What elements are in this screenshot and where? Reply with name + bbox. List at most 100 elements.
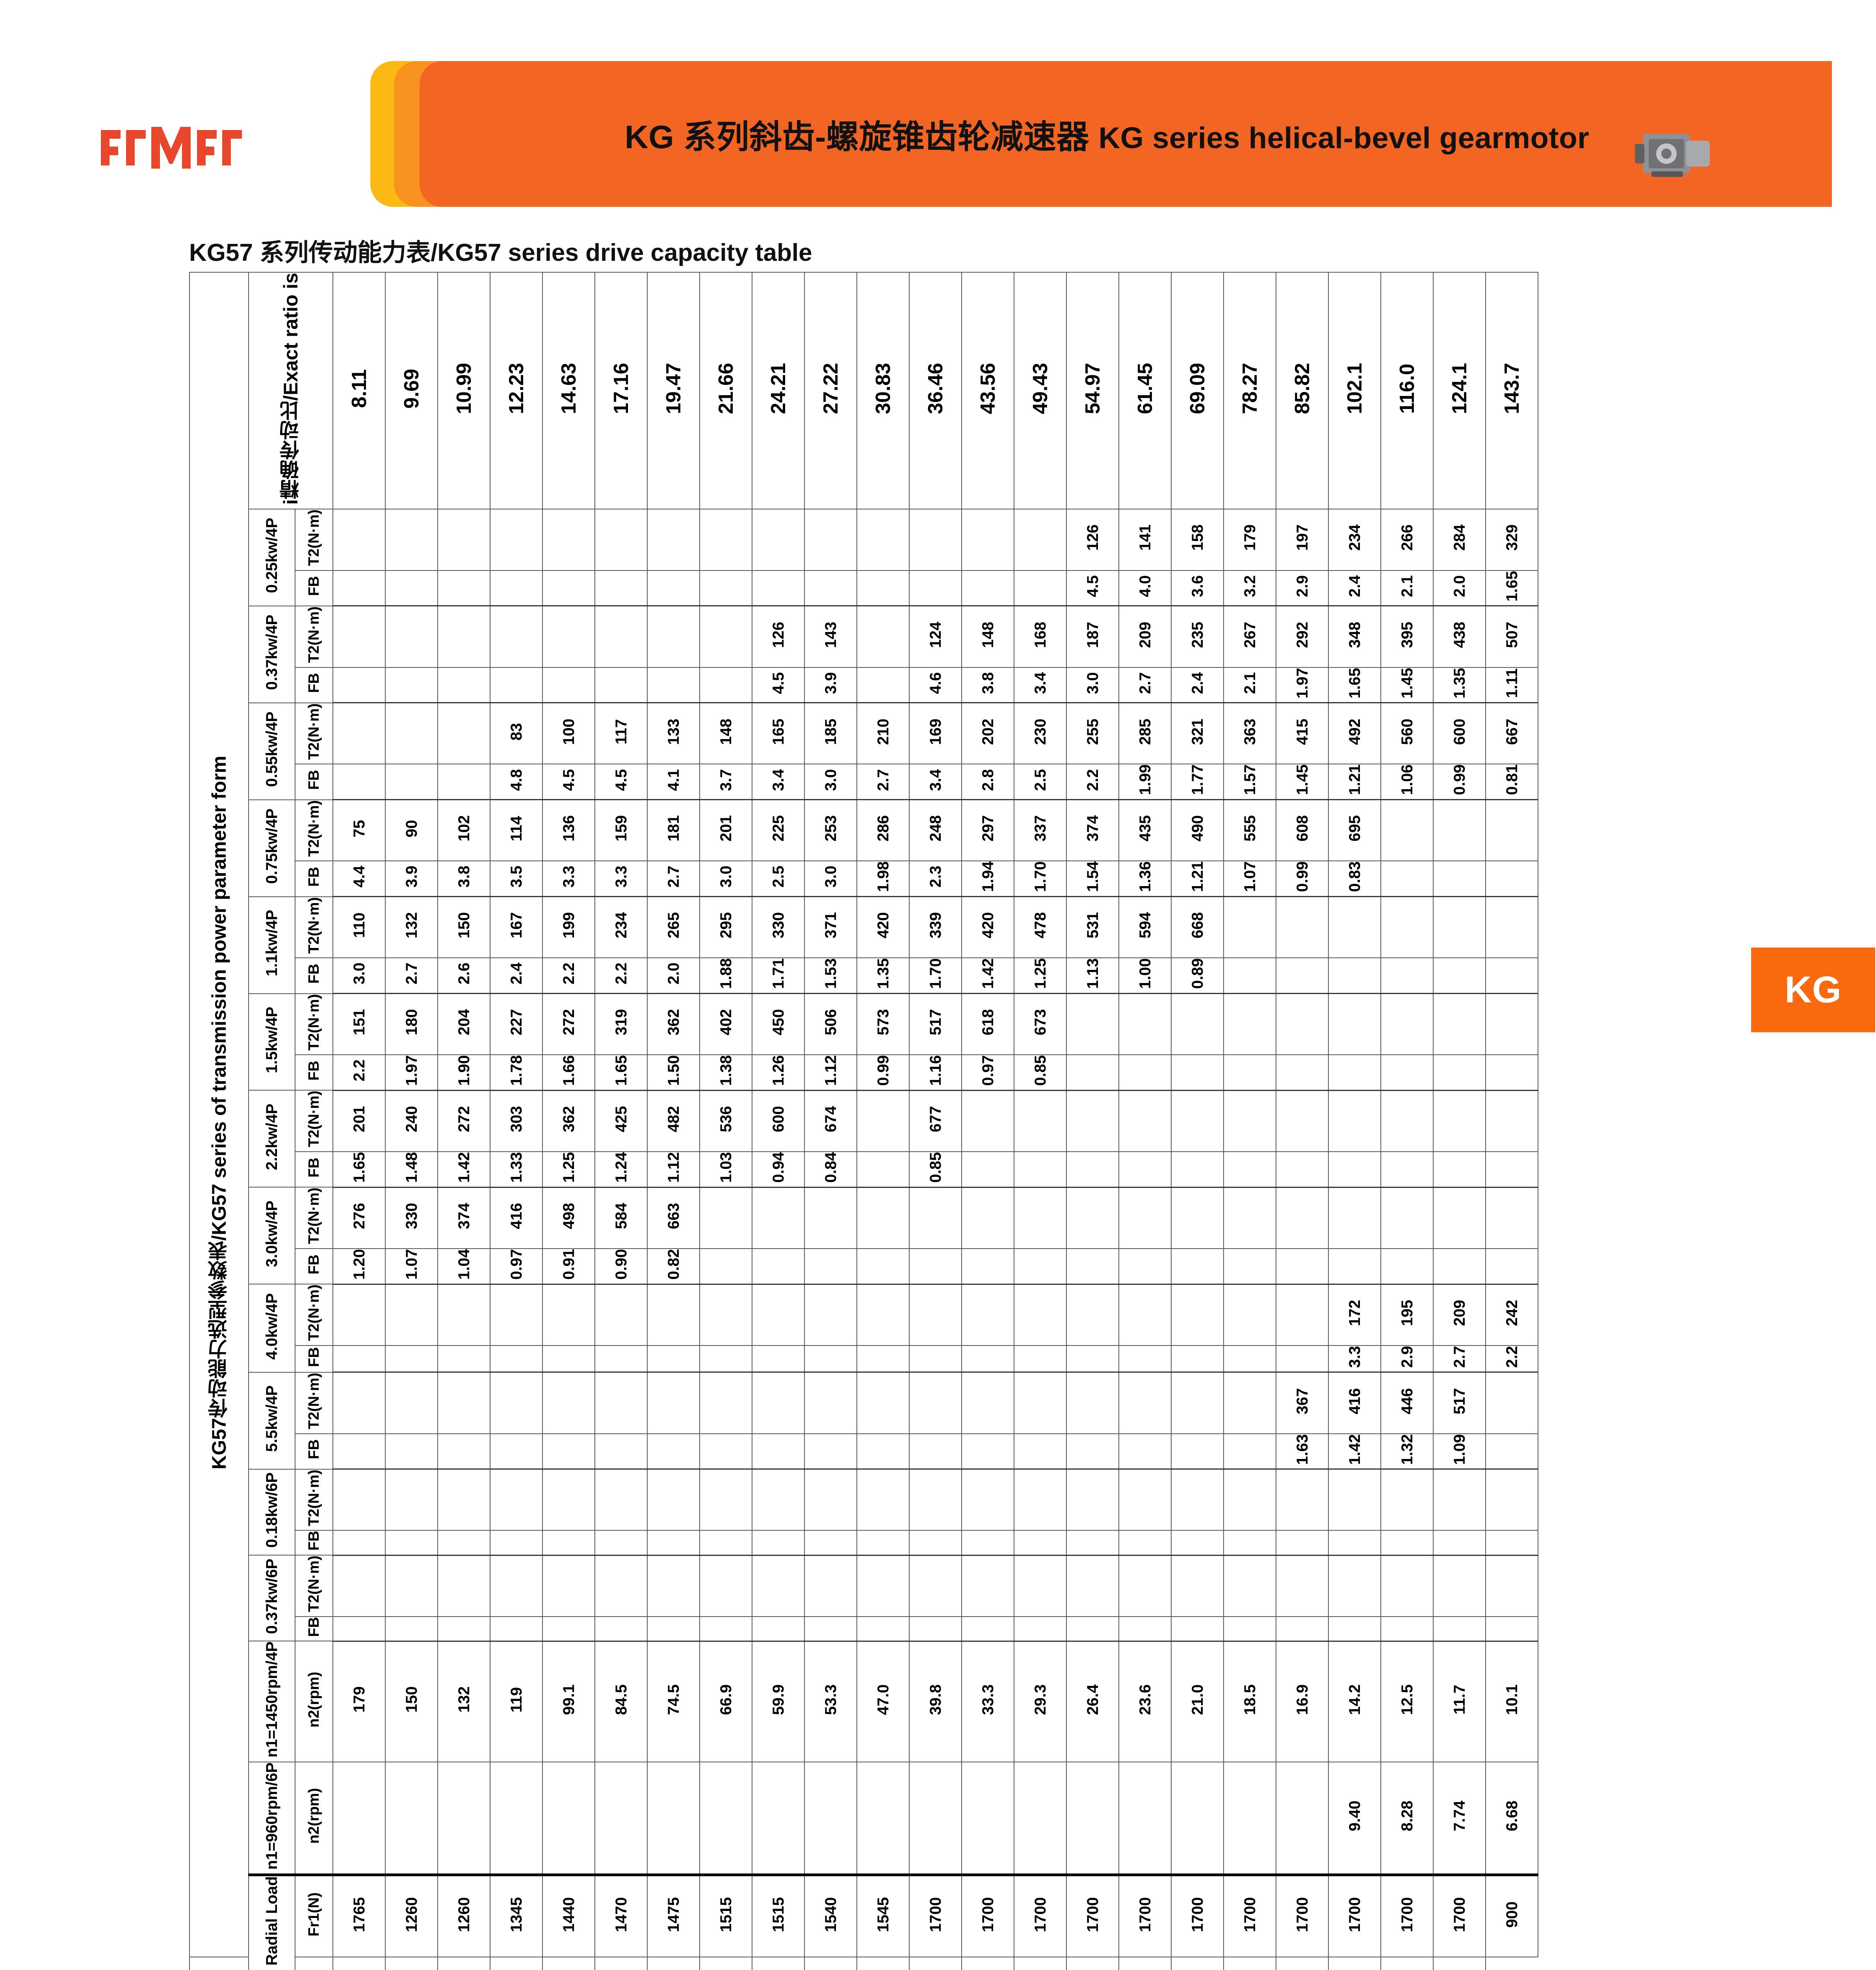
data-cell-3-1-9: 3.0 xyxy=(804,860,857,898)
data-cell-8-1-12 xyxy=(961,1345,1014,1373)
speed-cell-0-3: 119 xyxy=(490,1641,543,1762)
data-cell-8-1-15 xyxy=(1118,1345,1172,1373)
speed-cell-0-8-text: 59.9 xyxy=(769,1684,787,1715)
radial-cell-1-20: 7400 xyxy=(1328,1956,1381,1970)
data-cell-9-0-21: 517 xyxy=(1433,1372,1486,1434)
radial-cell-0-2: 1260 xyxy=(437,1873,490,1958)
power-label-11-text: 0.37kw/6P xyxy=(263,1558,280,1634)
data-cell-9-0-8 xyxy=(752,1372,805,1434)
data-cell-10-0-16 xyxy=(1171,1468,1224,1531)
radial-cell-0-17: 1700 xyxy=(1223,1873,1276,1958)
data-cell-1-1-1 xyxy=(385,667,438,704)
data-cell-1-0-3 xyxy=(490,605,543,668)
data-cell-0-0-8 xyxy=(752,509,805,571)
param-sub-10-1-text: FB xyxy=(306,1531,322,1551)
data-cell-3-0-15-text: 435 xyxy=(1136,815,1154,842)
speed-cell-0-0-text: 179 xyxy=(350,1686,368,1713)
data-cell-1-0-17-text: 267 xyxy=(1241,621,1259,648)
data-cell-1-1-3 xyxy=(490,667,543,704)
data-cell-0-0-17: 179 xyxy=(1223,509,1276,571)
data-cell-3-1-2-text: 3.8 xyxy=(455,866,473,888)
data-cell-11-1-6 xyxy=(647,1616,700,1642)
speed-cell-0-7: 66.9 xyxy=(699,1641,752,1762)
data-cell-5-1-0-text: 2.2 xyxy=(350,1059,368,1082)
data-cell-9-0-20: 446 xyxy=(1380,1372,1434,1434)
data-cell-7-0-14 xyxy=(1066,1187,1119,1249)
data-cell-8-1-3 xyxy=(490,1345,543,1373)
data-cell-1-1-9: 3.9 xyxy=(804,667,857,704)
param-sub-8-1: FB xyxy=(295,1345,333,1373)
data-cell-7-1-9 xyxy=(804,1248,857,1285)
data-cell-5-0-0-text: 151 xyxy=(350,1009,368,1035)
data-cell-0-1-3 xyxy=(490,570,543,607)
speed-cell-0-17-text: 18.5 xyxy=(1241,1684,1259,1715)
data-cell-0-0-16-text: 158 xyxy=(1189,524,1206,551)
data-cell-3-1-4-text: 3.3 xyxy=(560,866,578,888)
data-cell-0-0-20: 266 xyxy=(1380,509,1434,571)
radial-cell-1-22: 4885 xyxy=(1433,1956,1486,1970)
data-cell-6-0-19 xyxy=(1328,1090,1381,1152)
data-cell-7-0-5-text: 584 xyxy=(612,1203,630,1229)
speed-label-1-text: n1=960rpm/6P xyxy=(263,1762,280,1870)
data-cell-0-1-16: 3.6 xyxy=(1171,570,1224,607)
data-cell-8-1-19: 3.3 xyxy=(1328,1345,1381,1373)
radial-cell-0-16-text: 1700 xyxy=(1189,1897,1206,1932)
ratio-value-18-text: 85.82 xyxy=(1291,363,1314,414)
data-cell-3-1-15-text: 1.36 xyxy=(1136,861,1154,892)
data-cell-5-0-10-text: 573 xyxy=(874,1009,892,1035)
data-cell-3-1-12-text: 1.94 xyxy=(979,861,997,892)
data-cell-8-1-7 xyxy=(699,1345,752,1373)
data-cell-1-1-14: 3.0 xyxy=(1066,667,1119,704)
data-cell-8-1-0 xyxy=(332,1345,386,1373)
data-cell-9-0-7 xyxy=(699,1372,752,1434)
data-cell-0-0-2 xyxy=(437,509,490,571)
data-cell-2-1-9: 3.0 xyxy=(804,764,857,801)
series-tab-kg[interactable]: KG xyxy=(1751,948,1875,1032)
data-cell-11-0-19 xyxy=(1328,1555,1381,1617)
data-cell-2-1-13: 2.5 xyxy=(1014,764,1067,801)
speed-cell-1-14 xyxy=(1066,1761,1119,1875)
data-cell-4-0-7: 295 xyxy=(699,896,752,959)
data-cell-4-1-9: 1.53 xyxy=(804,957,857,994)
speed-cell-0-10: 47.0 xyxy=(856,1641,910,1762)
data-cell-3-0-12-text: 297 xyxy=(979,815,997,842)
param-sub-10-0: T2(N·m) xyxy=(295,1468,333,1531)
data-cell-5-0-19 xyxy=(1328,993,1381,1056)
param-sub-9-1: FB xyxy=(295,1433,333,1470)
data-cell-3-0-10: 286 xyxy=(856,799,910,862)
data-cell-0-0-20-text: 266 xyxy=(1398,524,1416,551)
data-cell-3-1-19-text: 0.83 xyxy=(1346,861,1363,892)
data-cell-4-1-21 xyxy=(1433,957,1486,994)
data-cell-1-1-6 xyxy=(647,667,700,704)
data-cell-5-0-20 xyxy=(1380,993,1434,1056)
data-cell-2-0-20: 560 xyxy=(1380,702,1434,765)
data-cell-5-1-20 xyxy=(1380,1054,1434,1091)
speed-cell-0-4-text: 99.1 xyxy=(560,1684,578,1715)
table-row: FB 4.4 3.9 3.8 3.5 3.3 3.3 2.7 3.0 2.5 3.0 1.98 2.3 1… xyxy=(189,860,1538,898)
data-cell-1-0-18-text: 292 xyxy=(1293,621,1311,648)
data-cell-2-0-12: 202 xyxy=(961,702,1014,765)
data-cell-10-1-10 xyxy=(856,1530,910,1556)
data-cell-3-1-5-text: 3.3 xyxy=(612,866,630,888)
speed-sub-1: n2(rpm) xyxy=(295,1761,333,1875)
data-cell-0-1-21-text: 2.0 xyxy=(1451,575,1468,597)
data-cell-0-1-15-text: 4.0 xyxy=(1136,575,1154,597)
speed-cell-1-17 xyxy=(1223,1761,1276,1875)
data-cell-0-0-7 xyxy=(699,509,752,571)
data-cell-8-1-13 xyxy=(1014,1345,1067,1373)
data-cell-3-1-13: 1.70 xyxy=(1014,860,1067,898)
data-cell-10-0-15 xyxy=(1118,1468,1172,1531)
ratio-value-1: 9.69 xyxy=(385,271,438,510)
speed-cell-1-21-text: 7.74 xyxy=(1451,1801,1468,1832)
radial-cell-1-8: 6995 xyxy=(699,1956,752,1970)
speed-cell-0-22: 10.1 xyxy=(1485,1641,1538,1762)
data-cell-4-1-19 xyxy=(1328,957,1381,994)
data-cell-2-0-18: 415 xyxy=(1276,702,1329,765)
data-cell-5-0-15 xyxy=(1118,993,1172,1056)
data-cell-5-1-5-text: 1.65 xyxy=(612,1055,630,1086)
speed-cell-0-14: 26.4 xyxy=(1066,1641,1119,1762)
data-cell-11-0-17 xyxy=(1223,1555,1276,1617)
power-label-3-text: 0.75kw/4P xyxy=(263,808,280,884)
data-cell-10-1-3 xyxy=(490,1530,543,1556)
data-cell-11-1-13 xyxy=(1014,1616,1067,1642)
